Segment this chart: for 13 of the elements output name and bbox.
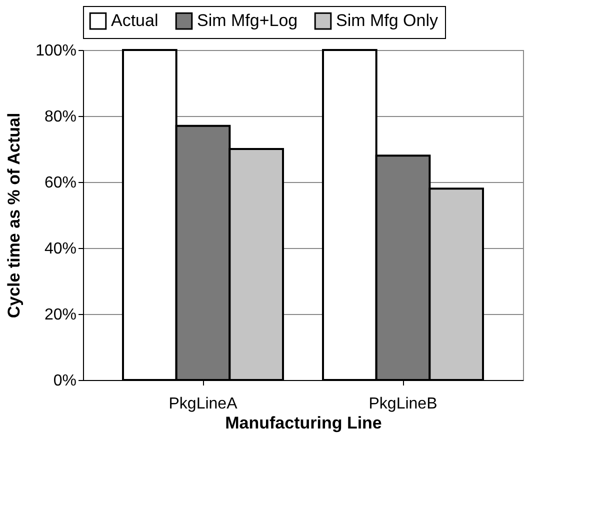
y-tick-label: 60%	[44, 174, 76, 192]
y-tick-label: 100%	[36, 42, 76, 60]
x-axis-title: Manufacturing Line	[225, 414, 382, 432]
legend-label: Sim Mfg Only	[336, 11, 439, 30]
y-axis-title: Cycle time as % of Actual	[4, 112, 24, 318]
y-tick-label: 0%	[53, 372, 76, 390]
y-tick-label: 20%	[44, 306, 76, 324]
legend-label: Actual	[111, 11, 158, 30]
x-tick-label: PkgLineA	[168, 396, 238, 412]
y-tick-label: 80%	[44, 108, 76, 126]
x-tick-label: PkgLineB	[368, 396, 438, 412]
y-tick-label: 40%	[44, 240, 76, 258]
legend-label: Sim Mfg+Log	[197, 11, 298, 30]
